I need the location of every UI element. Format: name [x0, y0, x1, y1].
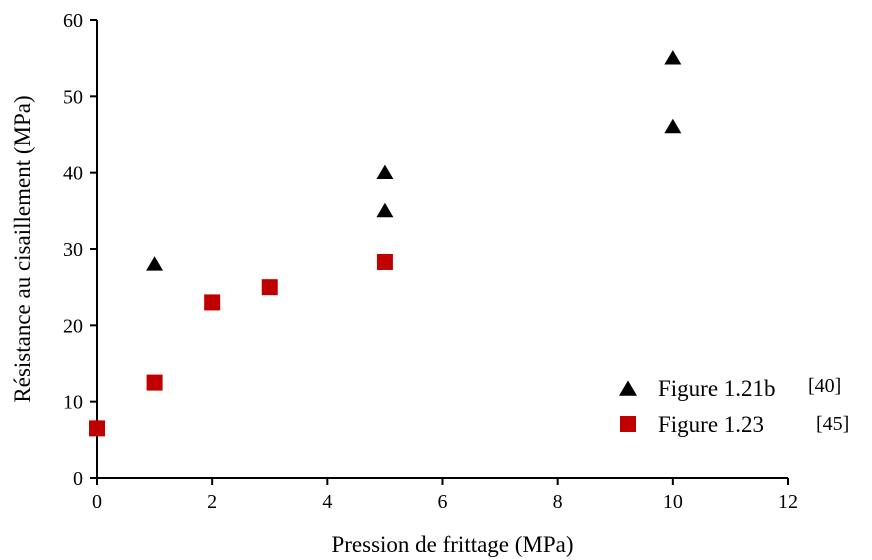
- legend-item-0: Figure 1.21b [40]: [619, 375, 841, 401]
- square-point: [376, 253, 393, 270]
- x-tick-label: 12: [778, 491, 798, 513]
- square-point: [204, 294, 221, 311]
- x-ticks: 0 2 4 6 8 10 12: [92, 478, 798, 513]
- square-point: [89, 420, 105, 437]
- triangle-point: [146, 256, 164, 271]
- triangle-point: [664, 50, 682, 65]
- legend-triangle-marker: [619, 380, 637, 396]
- x-tick-label: 8: [553, 491, 563, 513]
- x-tick-label: 2: [207, 491, 217, 513]
- legend-reference: [45]: [816, 413, 849, 435]
- y-ticks: 0 10 20 30 40 50 60: [63, 10, 97, 490]
- axes: [96, 20, 788, 479]
- legend-label: Figure 1.21b: [658, 376, 776, 401]
- y-tick-label: 50: [63, 86, 83, 108]
- y-axis-title: Résistance au cisaillement (MPa): [10, 95, 35, 402]
- x-tick-label: 0: [92, 491, 102, 513]
- y-tick-label: 0: [73, 468, 83, 490]
- legend-reference: [40]: [808, 375, 841, 397]
- y-tick-label: 20: [63, 315, 83, 337]
- legend-item-1: Figure 1.23 [45]: [620, 412, 849, 437]
- x-tick-label: 10: [663, 491, 683, 513]
- data-points: [89, 50, 682, 437]
- triangle-point: [664, 118, 682, 134]
- legend-label: Figure 1.23: [658, 412, 764, 437]
- x-tick-label: 6: [438, 491, 448, 513]
- legend: Figure 1.21b [40] Figure 1.23 [45]: [619, 375, 849, 437]
- x-tick-label: 4: [322, 491, 332, 513]
- x-axis-title: Pression de frittage (MPa): [331, 532, 573, 557]
- y-tick-label: 40: [63, 163, 83, 185]
- square-point: [261, 279, 278, 296]
- legend-square-marker: [620, 416, 636, 432]
- y-tick-label: 60: [63, 10, 83, 32]
- triangle-point: [376, 164, 394, 180]
- y-tick-label: 30: [63, 239, 83, 261]
- triangle-point: [376, 202, 394, 218]
- square-point: [146, 374, 163, 391]
- y-tick-label: 10: [63, 392, 83, 414]
